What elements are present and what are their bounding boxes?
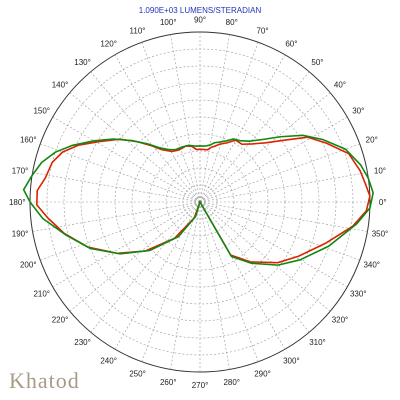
radial-ring [148,150,252,254]
angle-tick-label: 150° [33,107,50,116]
angle-spoke [90,201,201,333]
angle-spoke [199,201,230,370]
angle-spoke [170,34,201,203]
angle-tick-label: 340° [363,261,380,270]
angle-spoke [141,42,201,203]
angle-spoke [199,71,310,203]
angle-tick-label: 200° [20,261,37,270]
polar-grid [29,31,371,373]
angle-spoke [199,116,348,203]
angle-tick-label: 110° [130,26,146,35]
angle-tick-label: 180° [9,198,26,207]
angle-spoke [199,201,310,333]
angle-tick-label: 210° [33,289,50,298]
angle-tick-label: 270° [192,381,209,390]
angle-tick-label: 40° [334,81,346,90]
angle-tick-label: 350° [372,230,389,239]
angle-spoke [199,172,368,203]
angle-spoke [199,201,259,362]
angle-tick-label: 100° [160,18,177,27]
angle-spoke [199,143,360,203]
angle-spoke [199,201,348,288]
angle-tick-label: 120° [100,40,117,49]
angle-spoke [199,201,331,312]
angle-tick-label: 320° [332,315,349,324]
angle-tick-label: 250° [129,370,146,379]
angle-spoke [141,201,201,362]
angle-spoke [69,201,201,312]
angle-spoke [52,116,201,203]
angle-tick-label: 170° [12,166,29,175]
series-layer [22,134,374,266]
angle-tick-label: 220° [52,315,69,324]
angle-tick-label: 60° [285,40,297,49]
angle-spoke [90,71,201,203]
angle-spoke [199,42,259,203]
angle-tick-label: 290° [254,370,271,379]
angle-tick-label: 310° [309,338,326,347]
angle-tick-label: 20° [366,136,378,145]
angle-spoke [199,201,360,261]
chart-title: 1.090E+03 LUMENS/STERADIAN [138,6,262,15]
angle-spoke [114,54,201,203]
angle-spoke [32,201,201,232]
series-line-2 [22,134,374,266]
angle-tick-label: 0° [379,198,387,207]
angle-spoke [69,92,201,203]
angle-tick-label: 10° [374,166,386,175]
angle-spoke [199,201,368,232]
angle-spoke [40,201,201,261]
angle-tick-label: 280° [223,378,240,387]
angle-tick-label: 70° [256,26,268,35]
angle-tick-label: 50° [311,58,323,67]
angle-spoke [199,34,230,203]
angle-spoke [40,143,201,203]
angle-tick-label: 90° [194,15,206,24]
angle-spoke [52,201,201,288]
angle-tick-label: 80° [226,18,238,27]
brand-logo: Khatod [9,368,80,393]
angle-tick-label: 240° [100,356,117,365]
series-line-1 [36,136,371,264]
angle-spoke [170,201,201,370]
radial-ring [80,82,320,322]
angle-tick-label: 230° [74,338,91,347]
angle-spoke [32,172,201,203]
angle-tick-label: 330° [350,289,367,298]
angle-tick-label: 260° [160,378,177,387]
angle-tick-label: 160° [20,136,37,145]
angle-tick-label: 190° [12,230,29,239]
angle-ticks: 0° 10° 20° 30° 40° 50° 60° 70° 80° 90° 100° 110° 120… [9,15,388,390]
angle-tick-label: 140° [52,81,69,90]
angle-tick-label: 300° [283,356,300,365]
angle-spoke [199,92,331,203]
angle-tick-label: 30° [352,107,364,116]
angle-tick-label: 130° [74,58,91,67]
angle-spoke [199,54,286,203]
